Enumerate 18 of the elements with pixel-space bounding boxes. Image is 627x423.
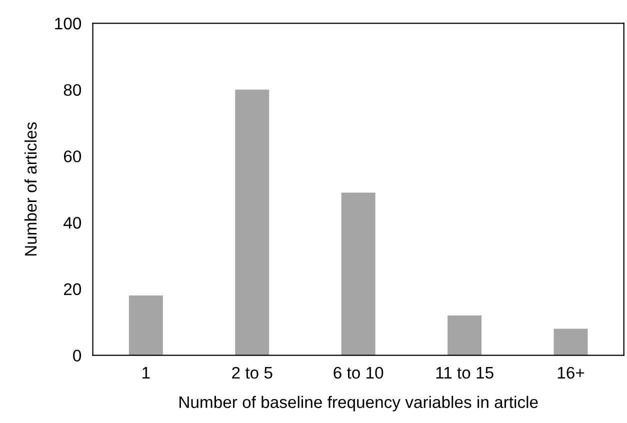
y-tick-label: 100: [55, 18, 82, 30]
x-axis-title: Number of baseline frequency variables in article: [180, 396, 538, 412]
bar: [128, 296, 163, 356]
y-tick-label: 20: [64, 283, 82, 296]
bar: [341, 192, 376, 356]
y-tick-label: 40: [64, 216, 82, 229]
x-tick-label: 2 to 5: [232, 366, 272, 379]
x-tick-label: 11 to 15: [436, 367, 494, 379]
y-tick-label: 80: [64, 84, 82, 96]
y-tick-label: 0: [73, 350, 82, 362]
bar: [235, 90, 270, 356]
x-tick-label: 1: [142, 367, 150, 379]
y-tick-label: 60: [64, 150, 82, 162]
x-tick-label: 6 to 10: [334, 366, 384, 379]
bar: [554, 328, 588, 356]
y-axis-title: Number of articles: [24, 122, 37, 256]
x-tick-label: 16+: [558, 366, 584, 379]
bar: [448, 315, 482, 356]
